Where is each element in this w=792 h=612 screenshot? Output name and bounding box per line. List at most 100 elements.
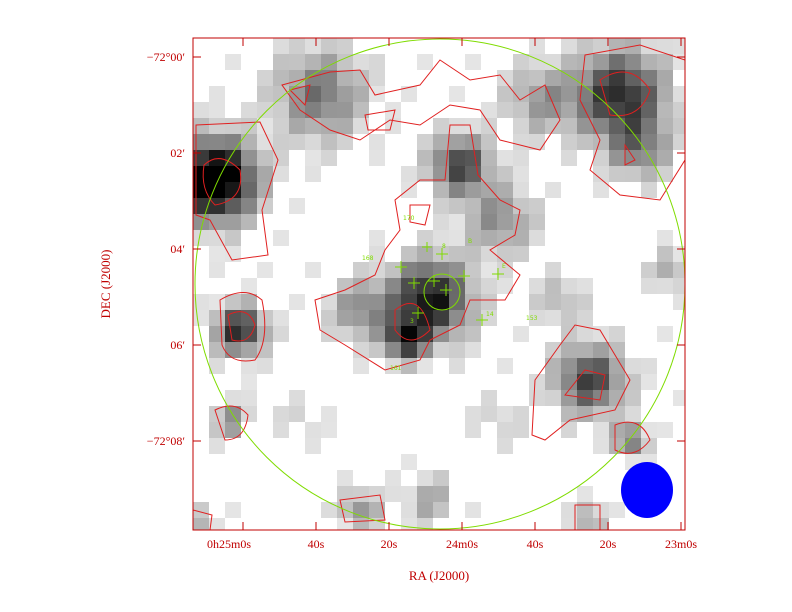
pixel bbox=[401, 486, 417, 502]
pixel bbox=[593, 166, 609, 182]
pixel bbox=[657, 102, 673, 118]
pixel bbox=[289, 38, 305, 54]
pixel bbox=[273, 406, 289, 422]
pixel bbox=[577, 134, 593, 150]
pixel bbox=[561, 342, 577, 358]
pixel bbox=[305, 166, 321, 182]
pixel bbox=[465, 246, 481, 262]
pixel bbox=[673, 102, 685, 118]
pixel bbox=[529, 38, 545, 54]
source-label: 153 bbox=[526, 315, 538, 322]
pixel bbox=[273, 422, 289, 438]
pixel bbox=[273, 326, 289, 342]
pixel bbox=[305, 262, 321, 278]
pixel bbox=[385, 470, 401, 486]
pixel bbox=[609, 422, 625, 438]
pixel bbox=[241, 342, 257, 358]
pixel bbox=[465, 166, 481, 182]
pixel bbox=[561, 502, 577, 518]
pixel bbox=[481, 166, 497, 182]
pixel bbox=[465, 118, 481, 134]
pixel bbox=[321, 102, 337, 118]
field-markers bbox=[194, 38, 685, 530]
pixel bbox=[593, 502, 609, 518]
pixel bbox=[401, 454, 417, 470]
pixel bbox=[369, 342, 385, 358]
pixel bbox=[193, 134, 209, 150]
pixel bbox=[449, 230, 465, 246]
pixel bbox=[625, 406, 641, 422]
pixel bbox=[609, 326, 625, 342]
pixel bbox=[609, 118, 625, 134]
intensity-map bbox=[193, 38, 685, 530]
pixel bbox=[193, 182, 209, 198]
pixel bbox=[513, 326, 529, 342]
pixel bbox=[401, 278, 417, 294]
pixel bbox=[497, 438, 513, 454]
pixel bbox=[609, 86, 625, 102]
pixel bbox=[529, 230, 545, 246]
pixel bbox=[481, 230, 497, 246]
pixel bbox=[449, 166, 465, 182]
pixel bbox=[209, 294, 225, 310]
pixel bbox=[545, 262, 561, 278]
pixel bbox=[241, 198, 257, 214]
pixel bbox=[481, 294, 497, 310]
pixel bbox=[433, 310, 449, 326]
pixel bbox=[529, 278, 545, 294]
pixel bbox=[193, 310, 209, 326]
pixel bbox=[417, 358, 433, 374]
pixel bbox=[193, 102, 209, 118]
pixel bbox=[433, 150, 449, 166]
pixel bbox=[337, 102, 353, 118]
pixel bbox=[401, 342, 417, 358]
pixel bbox=[273, 118, 289, 134]
source-label: 168 bbox=[362, 255, 374, 262]
pixel bbox=[465, 262, 481, 278]
pixel bbox=[673, 38, 685, 54]
pixel bbox=[545, 310, 561, 326]
pixel bbox=[497, 214, 513, 230]
pixel bbox=[561, 86, 577, 102]
pixel bbox=[609, 342, 625, 358]
pixel bbox=[545, 358, 561, 374]
pixel bbox=[641, 166, 657, 182]
pixel bbox=[401, 166, 417, 182]
pixel bbox=[257, 70, 273, 86]
pixel bbox=[209, 230, 225, 246]
pixel bbox=[289, 198, 305, 214]
pixel bbox=[209, 422, 225, 438]
pixel bbox=[337, 86, 353, 102]
pixel bbox=[449, 246, 465, 262]
pixel bbox=[209, 246, 225, 262]
pixel bbox=[561, 38, 577, 54]
pixel bbox=[465, 502, 481, 518]
pixel bbox=[593, 374, 609, 390]
pixel bbox=[289, 294, 305, 310]
pixel bbox=[353, 70, 369, 86]
pixel bbox=[593, 438, 609, 454]
pixel bbox=[577, 374, 593, 390]
pixel bbox=[529, 198, 545, 214]
pixel bbox=[241, 166, 257, 182]
pixel bbox=[625, 54, 641, 70]
pixel bbox=[625, 422, 641, 438]
pixel bbox=[529, 102, 545, 118]
pixel bbox=[353, 358, 369, 374]
pixel bbox=[369, 278, 385, 294]
pixel bbox=[433, 502, 449, 518]
frame bbox=[192, 37, 686, 531]
pixel bbox=[369, 294, 385, 310]
pixel bbox=[305, 134, 321, 150]
pixel bbox=[657, 246, 673, 262]
pixel bbox=[401, 246, 417, 262]
pixel bbox=[593, 326, 609, 342]
pixel bbox=[241, 102, 257, 118]
pixel bbox=[625, 118, 641, 134]
pixel bbox=[561, 374, 577, 390]
pixel bbox=[401, 86, 417, 102]
pixel bbox=[465, 230, 481, 246]
pixel bbox=[257, 150, 273, 166]
pixel bbox=[241, 326, 257, 342]
